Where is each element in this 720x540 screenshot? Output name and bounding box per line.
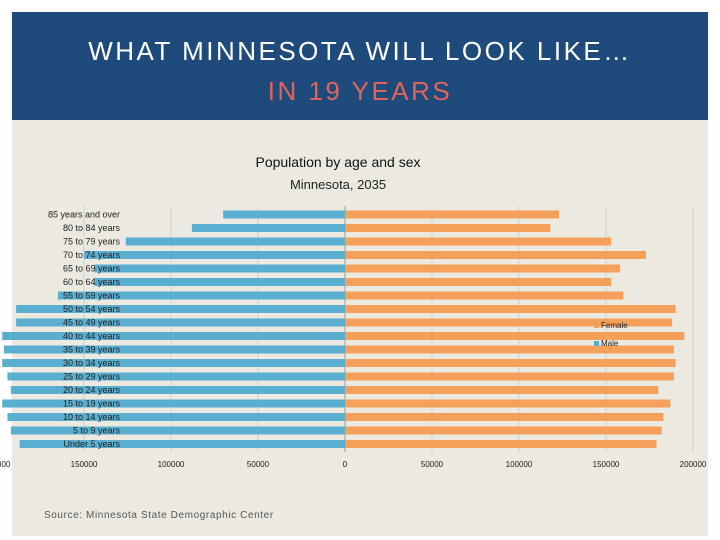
chart-subtitle: Minnesota, 2035 — [290, 177, 386, 192]
age-group-label: 20 to 24 years — [63, 385, 121, 395]
female-bar — [345, 359, 676, 367]
female-legend-label: Female — [601, 321, 628, 330]
chart-title: Population by age and sex — [255, 154, 420, 170]
male-bar — [84, 251, 345, 259]
female-bar — [345, 440, 657, 448]
female-bar — [345, 305, 676, 313]
slide-title: WHAT MINNESOTA WILL LOOK LIKE… — [88, 36, 632, 66]
slide-subtitle: IN 19 YEARS — [267, 76, 453, 106]
male-bar — [16, 305, 345, 313]
male-bar — [7, 372, 345, 381]
x-tick-label: 50000 — [247, 460, 270, 469]
male-bar — [94, 278, 345, 286]
age-group-label: Under 5 years — [63, 439, 120, 449]
age-group-label: 30 to 34 years — [63, 358, 121, 368]
age-group-label: 5 to 9 years — [73, 426, 121, 436]
male-bar — [16, 318, 345, 327]
age-group-label: 65 to 69 years — [63, 264, 121, 274]
male-bar — [2, 399, 345, 408]
female-bar — [345, 386, 659, 394]
female-bar — [345, 251, 647, 259]
age-group-label: 45 to 49 years — [63, 318, 121, 328]
x-tick-label: 100000 — [158, 460, 185, 469]
male-bar — [191, 224, 345, 232]
female-bar — [345, 291, 624, 300]
female-bar — [345, 318, 673, 327]
male-bar — [10, 386, 345, 394]
female-bar — [345, 210, 560, 219]
female-bar — [345, 264, 620, 273]
age-group-label: 10 to 14 years — [63, 412, 121, 422]
male-bar — [7, 413, 345, 421]
age-group-label: 60 to 64 years — [63, 277, 121, 287]
slide-header: WHAT MINNESOTA WILL LOOK LIKE… IN 19 YEA… — [12, 12, 708, 120]
age-group-label: 50 to 54 years — [63, 304, 121, 314]
male-bar — [223, 210, 345, 219]
x-tick-label: 50000 — [421, 460, 444, 469]
male-legend-swatch — [594, 341, 599, 346]
male-bar — [125, 237, 345, 246]
male-legend-label: Male — [601, 339, 619, 348]
age-group-label: 35 to 39 years — [63, 345, 121, 355]
source-note: Source: Minnesota State Demographic Cent… — [44, 510, 274, 521]
male-bar — [57, 291, 346, 300]
female-bar — [345, 426, 662, 435]
x-tick-label: 150000 — [71, 460, 98, 469]
age-group-label: 75 to 79 years — [63, 237, 121, 247]
female-bar — [345, 413, 664, 421]
female-bar — [345, 345, 674, 354]
age-group-label: 25 to 29 years — [63, 372, 121, 382]
x-tick-label: 200000 — [680, 460, 707, 469]
male-bar — [94, 264, 345, 273]
age-group-label: 80 to 84 years — [63, 223, 121, 233]
x-tick-label: 200000 — [0, 460, 11, 469]
female-bar — [345, 332, 685, 340]
male-bar — [19, 440, 346, 448]
female-bar — [345, 372, 674, 381]
age-group-label: 15 to 19 years — [63, 399, 121, 409]
female-bar — [345, 224, 551, 232]
x-tick-label: 0 — [343, 460, 348, 469]
male-bar — [3, 345, 346, 354]
x-tick-label: 100000 — [506, 460, 533, 469]
female-bar — [345, 278, 612, 286]
x-tick-label: 150000 — [593, 460, 620, 469]
age-group-label: 40 to 44 years — [63, 331, 121, 341]
male-bar — [2, 359, 345, 367]
male-bar — [2, 332, 345, 340]
female-legend-swatch — [594, 323, 599, 328]
age-group-label: 70 to 74 years — [63, 250, 121, 260]
chart-panel — [12, 120, 708, 536]
female-bar — [345, 237, 612, 246]
male-bar — [10, 426, 345, 435]
age-group-label: 85 years and over — [48, 210, 120, 220]
female-bar — [345, 399, 671, 408]
age-group-label: 55 to 59 years — [63, 291, 121, 301]
